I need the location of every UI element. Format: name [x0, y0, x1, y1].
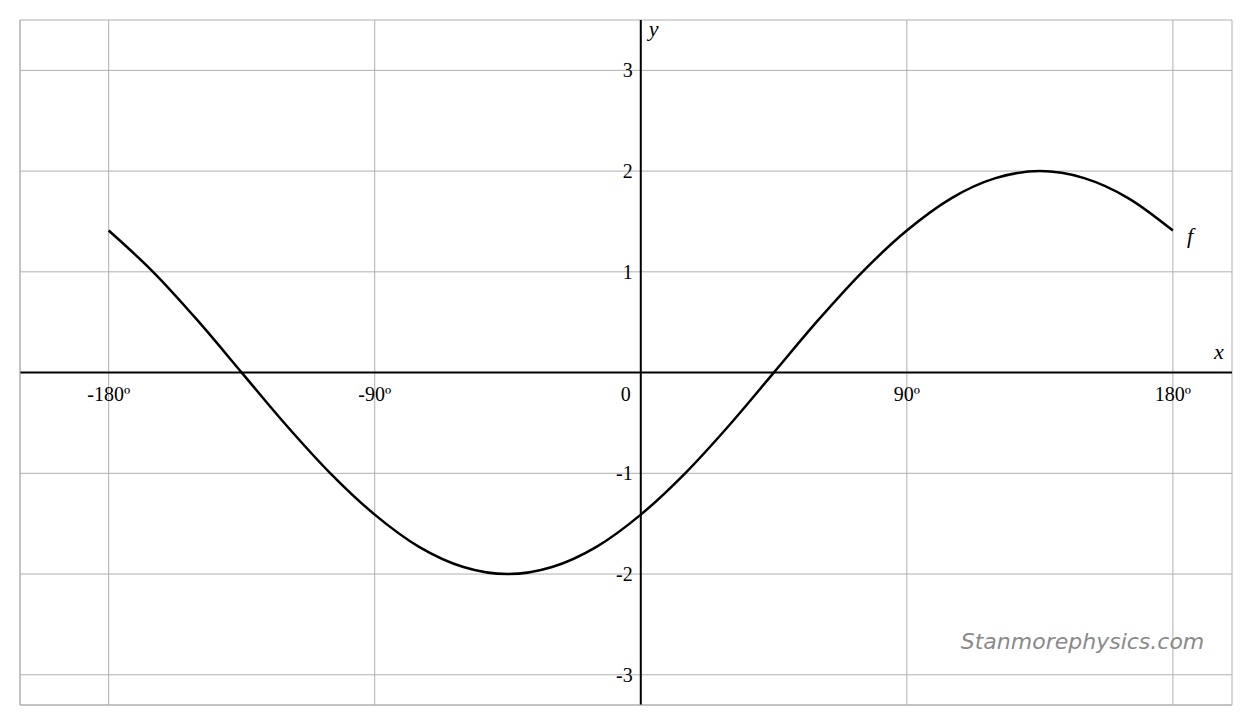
- html-text:y: y: [648, 16, 659, 41]
- svg-text:-90º: -90º: [358, 383, 391, 405]
- svg-text:-180º: -180º: [87, 383, 130, 405]
- html-text:Stanmorephysics.com: Stanmorephysics.com: [960, 629, 1205, 655]
- svg-text:-1: -1: [616, 462, 633, 484]
- svg-text:180º: 180º: [1155, 383, 1191, 405]
- svg-text:-2: -2: [616, 563, 633, 585]
- svg-text:2: 2: [623, 160, 633, 182]
- svg-text:-3: -3: [616, 664, 633, 686]
- svg-text:90º: 90º: [894, 383, 920, 405]
- svg-text:0: 0: [621, 383, 631, 405]
- svg-text:1: 1: [623, 261, 633, 283]
- svg-text:f: f: [1187, 223, 1196, 248]
- svg-text:3: 3: [623, 59, 633, 81]
- html-text:x: x: [1214, 338, 1224, 364]
